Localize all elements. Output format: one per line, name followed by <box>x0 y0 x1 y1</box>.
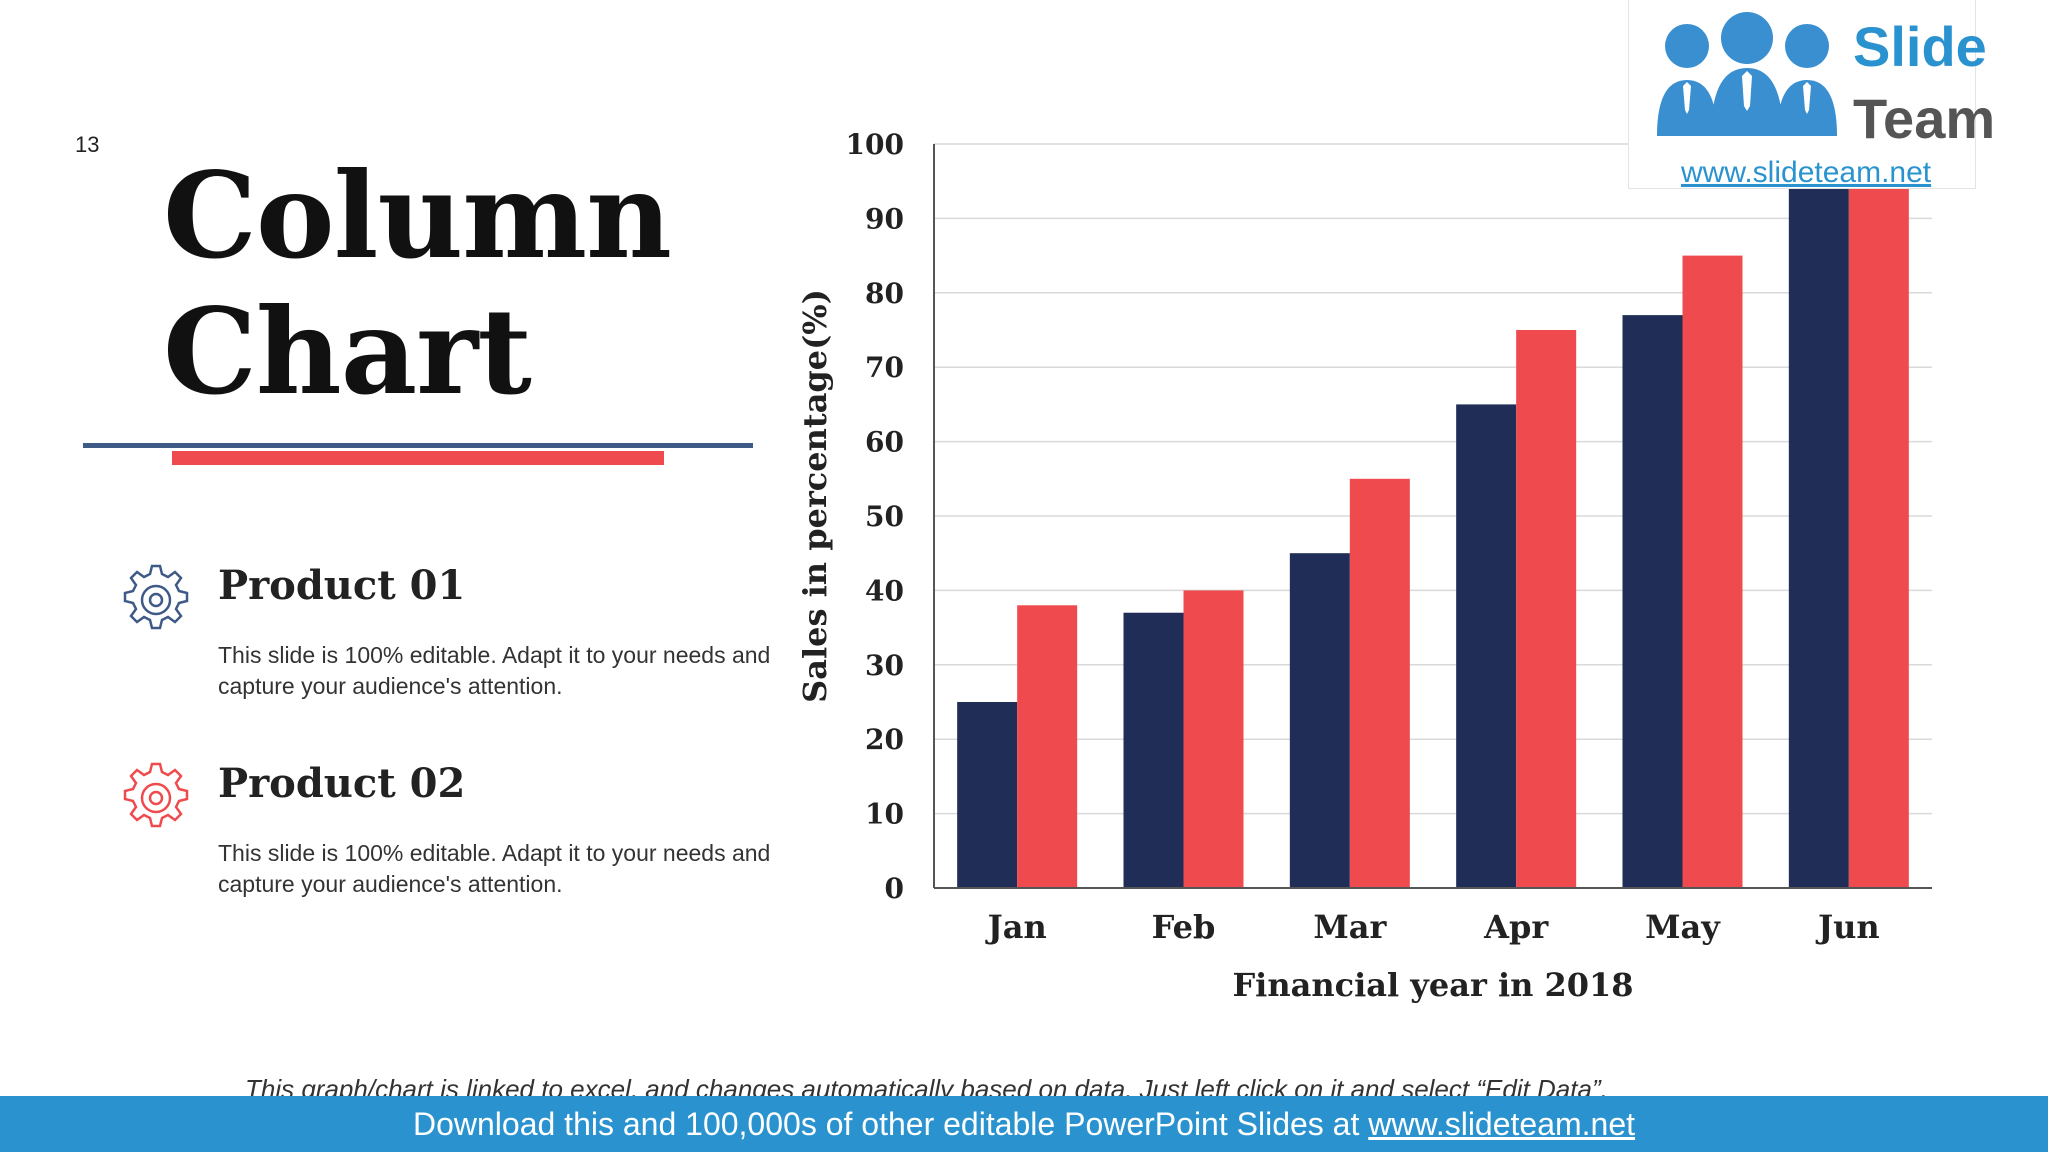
bar-mar-series-1[interactable] <box>1289 553 1350 888</box>
bar-feb-series-1[interactable] <box>1123 612 1184 888</box>
bar-feb-series-2[interactable] <box>1183 590 1244 888</box>
y-tick-label: 20 <box>865 723 904 756</box>
gear-icon <box>123 762 189 828</box>
x-tick-label: Feb <box>1152 908 1216 946</box>
product-name: Product 02 <box>218 760 466 807</box>
bar-mar-series-2[interactable] <box>1349 478 1410 888</box>
title-underline-blue <box>83 443 753 448</box>
bar-jun-series-2[interactable] <box>1848 158 1909 888</box>
x-tick-label: Jun <box>1815 908 1880 946</box>
y-tick-label: 90 <box>865 202 904 235</box>
y-tick-label: 50 <box>865 500 904 533</box>
logo-word-slide: Slide <box>1853 15 1987 78</box>
y-tick-label: 70 <box>865 351 904 384</box>
y-tick-label: 80 <box>865 277 904 310</box>
bar-jan-series-1[interactable] <box>957 702 1018 888</box>
y-tick-label: 30 <box>865 649 904 682</box>
x-axis-title: Financial year in 2018 <box>1232 966 1633 1004</box>
y-tick-label: 0 <box>885 872 904 905</box>
banner-text: Download this and 100,000s of other edit… <box>412 1106 1369 1142</box>
bar-may-series-1[interactable] <box>1622 315 1683 888</box>
x-tick-label: Jan <box>985 908 1047 946</box>
bar-may-series-2[interactable] <box>1682 255 1743 889</box>
product-description: This slide is 100% editable. Adapt it to… <box>218 840 771 897</box>
logo-url[interactable]: www.slideteam.net <box>1681 156 1932 189</box>
bar-apr-series-1[interactable] <box>1456 404 1517 888</box>
x-tick-label: May <box>1645 908 1721 946</box>
slide-number: 13 <box>75 132 100 157</box>
y-tick-label: 60 <box>865 426 904 459</box>
logo-word-team: Team <box>1853 87 1996 150</box>
gear-icon <box>123 564 189 630</box>
title-line-1: Column <box>163 146 672 285</box>
x-tick-label: Mar <box>1313 908 1387 946</box>
people-icon <box>1657 12 1837 136</box>
bar-jun-series-1[interactable] <box>1788 181 1849 888</box>
x-tick-label: Apr <box>1483 908 1549 946</box>
y-tick-label: 100 <box>846 128 904 161</box>
slideteam-logo[interactable]: Slide Team www.slideteam.net <box>1628 0 1995 189</box>
title-underline-red <box>172 451 664 465</box>
bar-apr-series-2[interactable] <box>1516 330 1577 888</box>
banner-link[interactable]: www.slideteam.net <box>1368 1106 1636 1142</box>
page-title: Column Chart <box>163 146 672 421</box>
product-description: This slide is 100% editable. Adapt it to… <box>218 642 771 699</box>
bar-jan-series-2[interactable] <box>1017 605 1078 888</box>
product-name: Product 01 <box>218 562 466 609</box>
title-line-2: Chart <box>163 282 532 421</box>
y-axis-title: Sales in percentage(%) <box>796 289 834 703</box>
y-tick-label: 10 <box>865 798 904 831</box>
y-tick-label: 40 <box>865 574 904 607</box>
download-banner: Download this and 100,000s of other edit… <box>0 1096 2048 1152</box>
